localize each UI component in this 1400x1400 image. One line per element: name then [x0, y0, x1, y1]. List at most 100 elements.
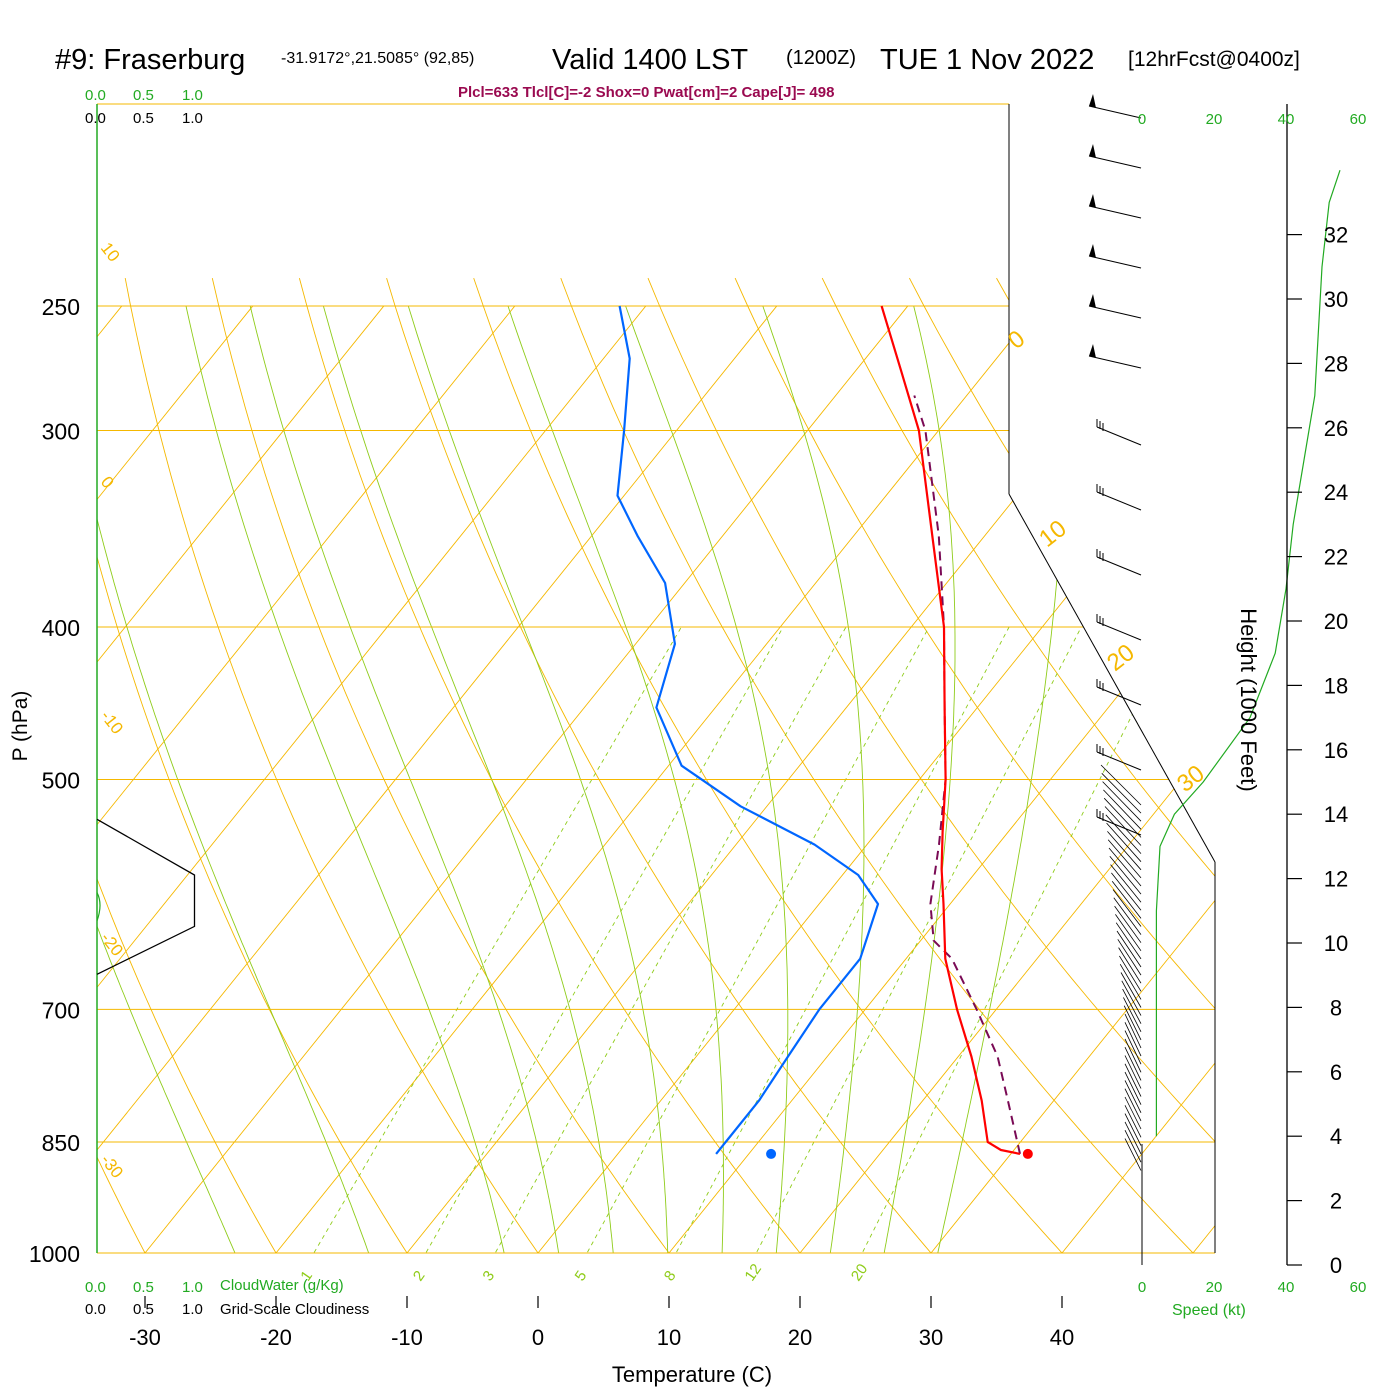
wind-barb — [1111, 880, 1142, 919]
dry-adiabat-line — [1345, 278, 1400, 1286]
moist-adiabat-line — [97, 305, 381, 1253]
cloudwater-scale-bottom: 0.0 0.5 1.0 CloudWater (g/Kg) 0.0 0.5 1.… — [85, 1277, 369, 1318]
station-coords: -31.9172°,21.5085° (92,85) — [281, 50, 474, 67]
wind-barb — [1116, 930, 1142, 968]
wind-barb — [1096, 491, 1142, 511]
mixing-ratio-label: 20 — [848, 1261, 871, 1284]
moist-adiabat-line — [185, 305, 512, 1253]
parcel-line — [913, 395, 1021, 1155]
moist-adiabat-line — [762, 305, 865, 1253]
height-tick-label: 24 — [1324, 480, 1348, 505]
cloudiness-bottom-tick: 0.0 — [85, 1301, 106, 1318]
wind-barb — [1088, 355, 1142, 369]
cloud-bottom-tick: 0.5 — [133, 1279, 154, 1296]
dry-adiabat-line — [124, 278, 562, 1253]
dry-adiabat-line — [647, 277, 1215, 1253]
wind-speed-profile — [1155, 170, 1341, 1137]
moist-adiabat-line — [322, 305, 617, 1253]
wind-barb — [1096, 556, 1142, 576]
height-tick-label: 0 — [1330, 1253, 1342, 1278]
wind-speed-line — [1155, 170, 1341, 1137]
forecast-label: [12hrFcst@0400z] — [1128, 48, 1300, 71]
speed-tick-label: 0 — [1138, 1279, 1146, 1296]
isotherm-line — [930, 305, 1215, 1253]
dry-adiabat-line — [560, 277, 1215, 1253]
speed-tick-label: 20 — [1206, 111, 1223, 128]
isotherm-line — [1061, 305, 1215, 1253]
mixing-ratio-label: 2 — [410, 1268, 429, 1285]
isotherm-line — [1192, 305, 1215, 1253]
pressure-tick-label: 1000 — [29, 1241, 80, 1267]
wind-barb — [1124, 1030, 1142, 1065]
height-tick-label: 26 — [1324, 416, 1348, 441]
mixing-ratio-line — [483, 626, 847, 1253]
dry-adiabat-line — [298, 277, 828, 1253]
wind-barb — [1100, 764, 1142, 806]
height-tick-label: 20 — [1324, 609, 1348, 634]
cloud-bottom-tick: 1.0 — [182, 1279, 203, 1296]
mixing-ratio-label: 8 — [661, 1268, 680, 1285]
stability-indices: Plcl=633 Tlcl[C]=-2 Shox=0 Pwat[cm]=2 Ca… — [458, 84, 834, 101]
wind-barb — [1124, 1130, 1142, 1163]
plot-frame — [96, 103, 1216, 1253]
height-tick-label: 6 — [1330, 1060, 1342, 1085]
dry-adiabat-line — [0, 278, 30, 1286]
mixing-ratio-label: 12 — [742, 1261, 765, 1284]
height-tick-label: 12 — [1324, 867, 1348, 892]
wind-barb — [1121, 980, 1142, 1016]
wind-barb — [1124, 1105, 1142, 1138]
cloudiness-bottom-tick: 1.0 — [182, 1301, 203, 1318]
wind-barb — [1124, 1088, 1142, 1122]
wind-barb — [1109, 856, 1142, 895]
station-name: #9: Fraserburg — [55, 44, 245, 76]
wind-barb-flag — [1089, 194, 1096, 208]
cloudwater-scale-top: 0.0 0.5 1.0 0.0 0.5 1.0 — [85, 87, 203, 127]
wind-barb — [1096, 816, 1142, 836]
sounding-profiles — [616, 305, 1033, 1159]
wind-barb-flag — [1089, 144, 1096, 158]
wind-barb — [1123, 997, 1142, 1032]
wind-barb-flag — [1089, 244, 1096, 258]
x-tick-label: 0 — [532, 1325, 544, 1350]
x-tick-label: 30 — [919, 1325, 943, 1350]
wind-barb — [1106, 822, 1142, 862]
wind-barb — [1124, 1022, 1142, 1057]
cloudiness-label: Grid-Scale Cloudiness — [220, 1301, 369, 1318]
wind-barb — [1102, 781, 1142, 822]
wind-barb — [1124, 1138, 1142, 1171]
wind-barb — [1088, 255, 1142, 269]
wind-barb — [1119, 963, 1142, 1000]
x-tick-label: -10 — [391, 1325, 423, 1350]
dry-adiabat-line — [821, 277, 1215, 1253]
moist-adiabat-line — [625, 305, 789, 1253]
wind-barb — [1101, 773, 1142, 814]
height-tick-label: 16 — [1324, 738, 1348, 763]
wind-barb — [1111, 872, 1142, 911]
wind-barb — [1124, 1113, 1142, 1146]
wind-barb — [1124, 1013, 1142, 1049]
moist-adiabat-line — [249, 305, 565, 1253]
wind-barb — [1105, 814, 1142, 854]
wind-barbs — [1088, 94, 1142, 1171]
wind-barb — [1123, 1005, 1142, 1041]
wind-barb — [1117, 939, 1142, 976]
speed-tick-label: 40 — [1278, 1279, 1295, 1296]
wind-barb-flag — [1089, 94, 1096, 108]
height-tick-label: 28 — [1324, 351, 1348, 376]
isotherm-label: 30 — [1172, 760, 1210, 798]
speed-tick-label: 60 — [1350, 1279, 1367, 1296]
speed-tick-label: 20 — [1206, 1279, 1223, 1296]
isobars — [97, 305, 1215, 1254]
cloudiness-top-tick: 0.5 — [133, 110, 154, 127]
wind-barb — [1124, 1047, 1142, 1081]
isotherm-line — [97, 305, 385, 1253]
cloudwater-label: CloudWater (g/Kg) — [220, 1277, 344, 1294]
x-tick-label: 40 — [1050, 1325, 1074, 1350]
height-tick-label: 8 — [1330, 995, 1342, 1020]
axes: -30 -20 -10 0 10 20 30 400246810121416182022242… — [129, 104, 1367, 1350]
surface-dewpoint-dot — [766, 1148, 777, 1159]
moist-adiabat-line — [507, 305, 724, 1253]
wind-barb — [1113, 897, 1142, 935]
height-tick-label: 14 — [1324, 802, 1348, 827]
wind-barb — [1108, 847, 1142, 887]
